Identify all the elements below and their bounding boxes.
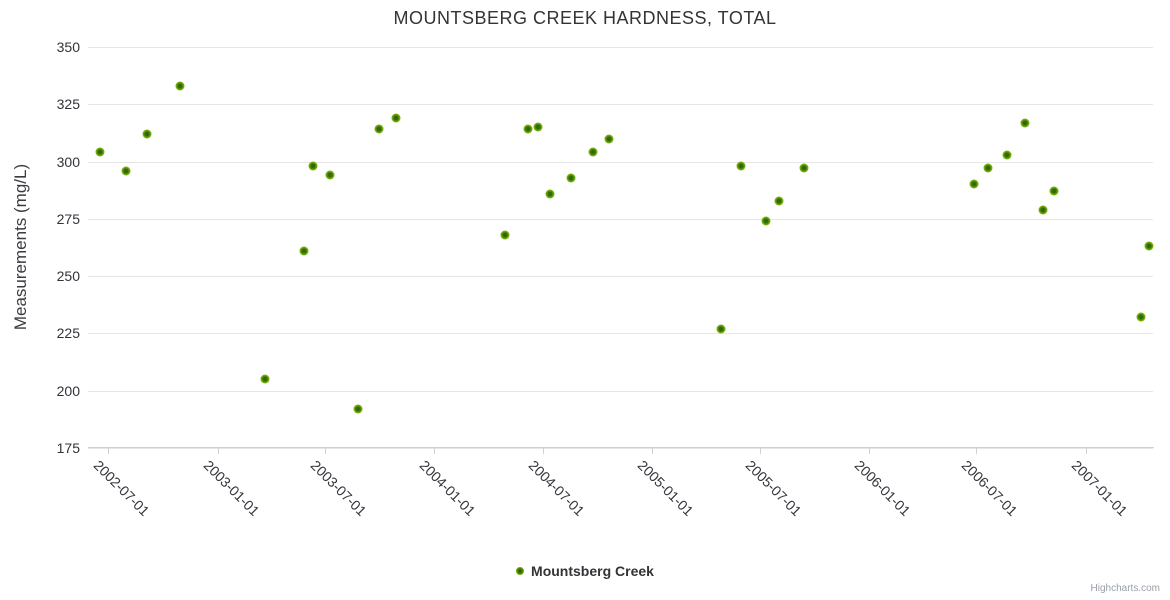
data-point[interactable] [761, 216, 771, 226]
x-axis-tick-label: 2007-01-01 [1068, 457, 1131, 519]
x-axis-tick [651, 448, 653, 454]
y-axis-tick-label: 275 [56, 210, 80, 227]
y-axis-tick-label: 225 [56, 325, 80, 342]
x-axis-tick [325, 448, 327, 454]
x-axis-tick [217, 448, 219, 454]
x-axis-tick-label: 2005-07-01 [742, 457, 805, 519]
x-axis-tick [434, 448, 436, 454]
x-axis-tick-label: 2004-07-01 [525, 457, 588, 519]
y-axis-tick-label: 250 [56, 268, 80, 285]
data-point[interactable] [545, 189, 555, 199]
data-point[interactable] [391, 113, 401, 123]
data-point[interactable] [1049, 186, 1059, 196]
x-axis-tick-label: 2003-01-01 [200, 457, 263, 519]
y-axis-tick-label: 325 [56, 96, 80, 113]
y-gridline [88, 390, 1153, 392]
data-point[interactable] [308, 161, 318, 171]
x-axis-tick [108, 448, 110, 454]
x-axis-tick [1085, 448, 1087, 454]
y-gridline [88, 448, 1153, 449]
y-gridline [88, 47, 1153, 48]
y-gridline [88, 333, 1153, 335]
data-point[interactable] [1038, 205, 1048, 215]
data-point[interactable] [604, 134, 614, 144]
x-axis-tick-label: 2006-07-01 [959, 457, 1022, 519]
y-axis-tick-label: 350 [56, 39, 80, 55]
data-point[interactable] [353, 404, 363, 414]
data-point[interactable] [299, 246, 309, 256]
y-axis-title: Measurements (mg/L) [11, 163, 30, 331]
highcharts-credits-link[interactable]: Highcharts.com [1090, 583, 1160, 594]
data-point[interactable] [523, 124, 533, 134]
data-point[interactable] [774, 196, 784, 206]
y-axis-tick-label: 200 [56, 382, 80, 399]
data-point[interactable] [566, 173, 576, 183]
data-point[interactable] [142, 129, 152, 139]
x-axis-tick [976, 448, 978, 454]
data-point[interactable] [533, 122, 543, 132]
data-point[interactable] [588, 147, 598, 157]
data-point[interactable] [799, 163, 809, 173]
data-point[interactable] [325, 170, 335, 180]
data-point[interactable] [500, 230, 510, 240]
x-axis-tick [868, 448, 870, 454]
x-axis-tick-label: 2004-01-01 [417, 457, 480, 519]
data-point[interactable] [1002, 150, 1012, 160]
data-point[interactable] [374, 124, 384, 134]
data-point[interactable] [983, 163, 993, 173]
x-axis-tick-label: 2002-07-01 [90, 457, 153, 519]
chart-title: MOUNTSBERG CREEK HARDNESS, TOTAL [393, 8, 777, 28]
legend-marker-icon [516, 567, 525, 575]
y-axis-tick-label: 175 [56, 440, 80, 456]
data-point[interactable] [969, 179, 979, 189]
data-point[interactable] [1144, 241, 1154, 251]
data-point[interactable] [1136, 312, 1146, 322]
x-axis-tick [759, 448, 761, 454]
y-gridline [88, 104, 1153, 106]
x-axis-tick-label: 2003-07-01 [307, 457, 370, 519]
x-axis-tick-label: 2006-01-01 [851, 457, 914, 519]
y-gridline [88, 276, 1153, 278]
y-axis-tick-label: 300 [56, 153, 80, 170]
data-point[interactable] [95, 147, 105, 157]
x-axis-tick-label: 2005-01-01 [634, 457, 697, 519]
data-point[interactable] [175, 81, 185, 91]
plot-area [88, 47, 1154, 449]
data-point[interactable] [260, 374, 269, 384]
data-point[interactable] [1020, 118, 1030, 128]
y-gridline [88, 218, 1153, 220]
data-point[interactable] [121, 166, 131, 176]
x-axis-line [88, 447, 1154, 448]
legend-label: Mountsberg Creek [531, 563, 654, 579]
y-gridline [88, 161, 1153, 163]
data-point[interactable] [716, 324, 726, 334]
data-point[interactable] [736, 161, 746, 171]
x-axis-tick [542, 448, 544, 454]
legend-item-mountsberg-creek[interactable]: Mountsberg Creek [0, 563, 1170, 579]
